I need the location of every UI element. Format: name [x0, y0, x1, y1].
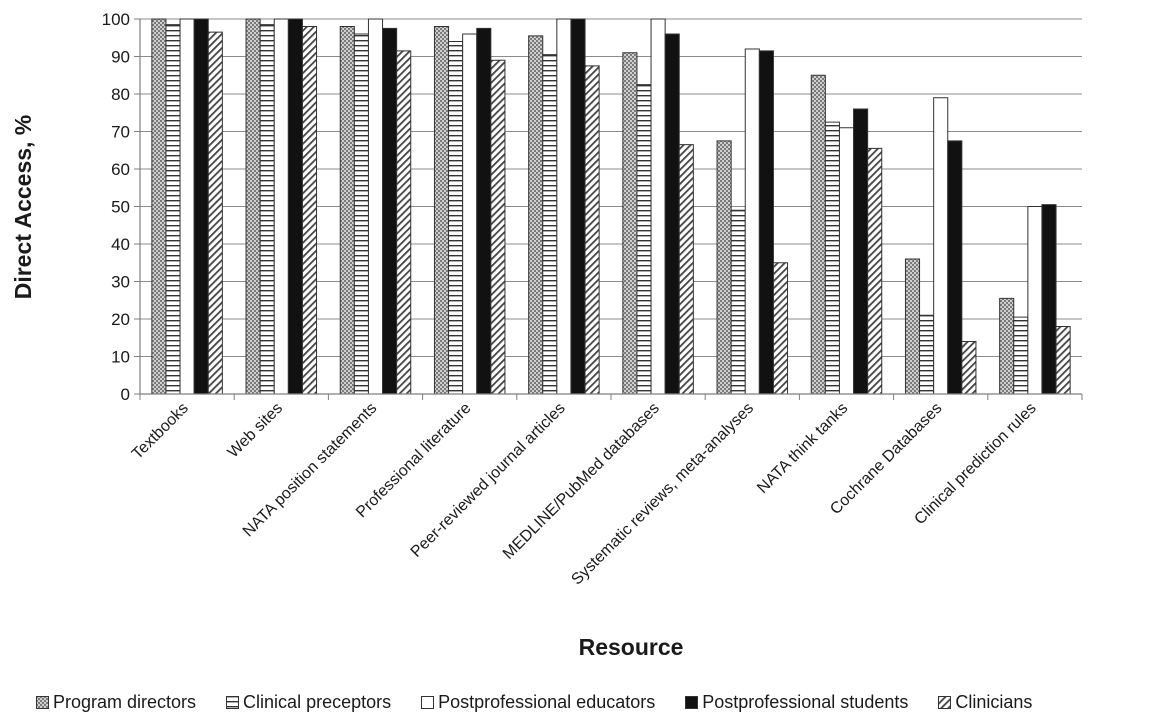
bar-postprofessional-students: [193, 18, 209, 395]
bar-postprofessional-educators: [273, 18, 289, 395]
bar-postprofessional-students: [853, 108, 869, 395]
y-axis-title: Direct Access, %: [10, 115, 36, 300]
bar-postprofessional-students: [1041, 204, 1057, 395]
x-axis-title: Resource: [579, 634, 684, 660]
bar-clinical-preceptors: [165, 24, 181, 395]
bar-program-directors: [339, 26, 355, 395]
bar-postprofessional-students: [664, 33, 680, 395]
bar-program-directors: [904, 258, 921, 395]
bar-postprofessional-students: [947, 140, 963, 395]
y-tick-label: 20: [111, 310, 130, 329]
legend-swatch: [421, 695, 435, 709]
axes-layer: [139, 19, 1083, 400]
y-tick-label: 100: [102, 10, 130, 29]
bar-clinicians: [396, 50, 412, 395]
legend-label: Program directors: [53, 691, 197, 712]
bar-clinical-preceptors: [1013, 316, 1029, 395]
x-category-label: Peer-reviewed journal articles: [408, 400, 569, 561]
bar-clinicians: [772, 262, 789, 395]
bar-clinical-preceptors: [919, 314, 935, 395]
x-category-label: Textbooks: [129, 400, 192, 463]
y-tick-label: 70: [111, 123, 130, 142]
y-tick-label: 60: [111, 160, 130, 179]
legend-item: Clinicians: [938, 692, 1032, 713]
bar-clinicians: [961, 341, 977, 395]
bar-clinical-preceptors: [353, 33, 369, 395]
bar-postprofessional-educators: [179, 18, 195, 395]
legend-swatch: [938, 695, 952, 709]
legend-item: Clinical preceptors: [226, 692, 391, 713]
bar-postprofessional-educators: [1027, 206, 1043, 395]
y-tick-labels: 0 10 20 30 40 50 60 70 80 90 100: [102, 10, 130, 404]
bar-program-directors: [433, 26, 450, 395]
bar-clinicians: [207, 31, 223, 395]
bar-postprofessional-educators: [556, 18, 572, 395]
legend-swatch: [36, 695, 49, 709]
x-category-label: NATA think tanks: [754, 400, 851, 497]
legend-label: Postprofessional educators: [438, 691, 656, 712]
bar-clinical-preceptors: [259, 24, 275, 395]
bar-program-directors: [528, 35, 544, 395]
bar-postprofessional-students: [570, 18, 586, 395]
bar-postprofessional-educators: [367, 18, 384, 395]
bar-clinical-preceptors: [448, 41, 464, 395]
y-tick-label: 40: [111, 235, 130, 254]
legend-item: Program directors: [36, 692, 196, 713]
legend-label: Postprofessional students: [702, 691, 909, 712]
y-tick-label: 0: [121, 385, 130, 404]
legend: Program directors Clinical preceptors Post…: [0, 688, 1175, 716]
bar-clinicians: [301, 26, 318, 395]
bar-clinicians: [678, 144, 694, 395]
bar-clinical-preceptors: [730, 209, 746, 395]
x-category-label: Systematic reviews, meta-analyses: [568, 400, 757, 589]
legend-swatch: [226, 695, 240, 709]
y-tick-label: 80: [111, 85, 130, 104]
bar-chart: 0 10 20 30 40 50 60 70 80 90 100 Textbooks Web site…: [10, 10, 1083, 660]
bars-layer: [151, 18, 1071, 395]
bar-clinical-preceptors: [636, 84, 652, 395]
y-tick-label: 90: [111, 48, 130, 67]
bar-program-directors: [716, 140, 732, 395]
bar-program-directors: [999, 297, 1015, 395]
bar-program-directors: [151, 18, 167, 395]
bar-postprofessional-educators: [462, 33, 478, 395]
bar-clinicians: [490, 59, 506, 395]
bar-program-directors: [810, 74, 826, 395]
bar-clinicians: [584, 65, 600, 395]
legend-item: Postprofessional students: [685, 692, 908, 713]
y-tick-label: 50: [111, 198, 130, 217]
bar-postprofessional-students: [758, 50, 774, 395]
bar-postprofessional-educators: [744, 48, 760, 395]
legend-label: Clinical preceptors: [243, 691, 392, 712]
bar-clinicians: [867, 147, 883, 395]
bar-clinical-preceptors: [542, 54, 558, 395]
x-category-label: Web sites: [225, 400, 286, 461]
bar-postprofessional-students: [382, 27, 398, 395]
y-tick-label: 30: [111, 273, 130, 292]
bar-postprofessional-students: [476, 27, 492, 395]
bar-postprofessional-educators: [838, 127, 855, 395]
y-tick-label: 10: [111, 348, 130, 367]
bar-postprofessional-students: [287, 18, 303, 395]
bar-clinicians: [1055, 326, 1071, 395]
legend-label: Clinicians: [955, 691, 1033, 712]
bar-postprofessional-educators: [933, 97, 949, 395]
legend-item: Postprofessional educators: [421, 692, 655, 713]
bar-postprofessional-educators: [650, 18, 666, 395]
legend-swatch: [685, 695, 699, 709]
x-category-label: MEDLINE/PubMed databases: [500, 400, 663, 563]
bar-program-directors: [245, 18, 261, 395]
bar-program-directors: [622, 52, 638, 395]
bar-clinical-preceptors: [824, 121, 840, 395]
